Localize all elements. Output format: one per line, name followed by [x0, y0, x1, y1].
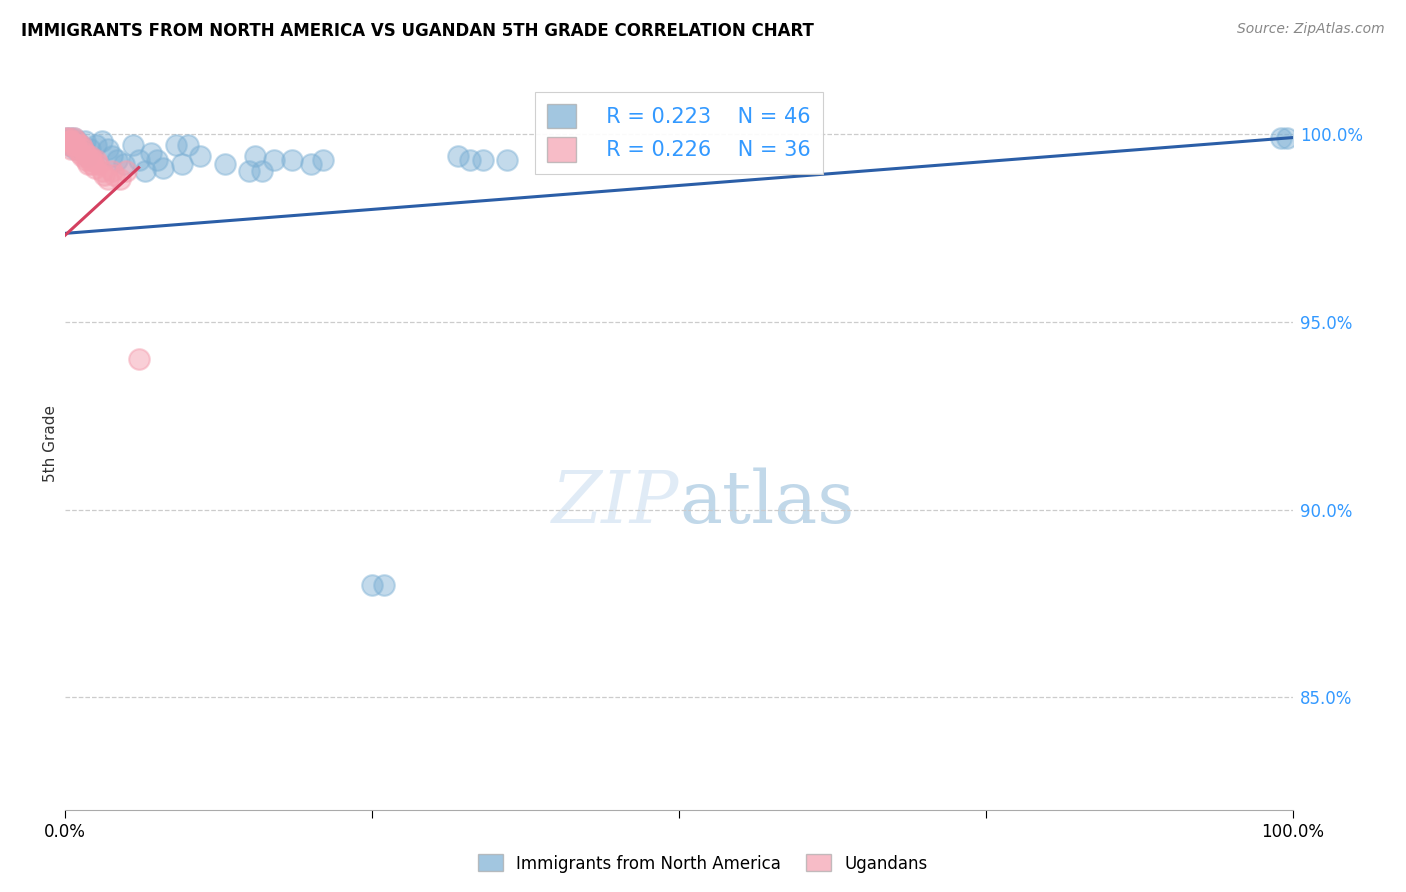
- Point: [103, 168, 125, 182]
- Point: [72, 149, 94, 163]
- Text: atlas: atlas: [679, 467, 855, 538]
- Legend: Immigrants from North America, Ugandans: Immigrants from North America, Ugandans: [471, 847, 935, 880]
- Point: [97, 172, 120, 186]
- Point: [59, 134, 82, 148]
- Point: [238, 164, 260, 178]
- Point: [82, 153, 104, 167]
- Point: [110, 172, 132, 186]
- Point: [112, 157, 135, 171]
- Point: [62, 130, 84, 145]
- Point: [62, 138, 84, 153]
- Point: [66, 134, 89, 148]
- Point: [59, 130, 82, 145]
- Point: [128, 153, 150, 167]
- Point: [72, 142, 94, 156]
- Point: [90, 164, 112, 178]
- Point: [60, 134, 83, 148]
- Point: [1275, 130, 1298, 145]
- Point: [312, 153, 335, 167]
- Legend:   R = 0.223    N = 46,   R = 0.226    N = 36: R = 0.223 N = 46, R = 0.226 N = 36: [534, 92, 824, 174]
- Text: IMMIGRANTS FROM NORTH AMERICA VS UGANDAN 5TH GRADE CORRELATION CHART: IMMIGRANTS FROM NORTH AMERICA VS UGANDAN…: [21, 22, 814, 40]
- Point: [56, 134, 79, 148]
- Point: [128, 352, 150, 367]
- Point: [80, 153, 103, 167]
- Point: [75, 153, 97, 167]
- Point: [263, 153, 285, 167]
- Point: [281, 153, 304, 167]
- Point: [63, 142, 86, 156]
- Point: [69, 145, 91, 160]
- Point: [67, 138, 90, 153]
- Point: [93, 168, 115, 182]
- Point: [77, 157, 100, 171]
- Y-axis label: 5th Grade: 5th Grade: [44, 405, 58, 483]
- Point: [79, 142, 101, 156]
- Point: [146, 153, 169, 167]
- Point: [84, 153, 107, 167]
- Point: [69, 138, 91, 153]
- Text: ZIP: ZIP: [551, 467, 679, 538]
- Point: [458, 153, 481, 167]
- Point: [214, 157, 236, 171]
- Point: [100, 164, 122, 178]
- Point: [55, 130, 77, 145]
- Point: [245, 149, 267, 163]
- Point: [250, 164, 273, 178]
- Point: [90, 134, 112, 148]
- Point: [60, 134, 83, 148]
- Point: [83, 161, 105, 175]
- Point: [97, 142, 120, 156]
- Point: [63, 138, 86, 153]
- Point: [84, 138, 107, 153]
- Point: [496, 153, 519, 167]
- Point: [373, 577, 395, 591]
- Point: [76, 149, 98, 163]
- Point: [58, 130, 80, 145]
- Point: [55, 130, 77, 145]
- Text: Source: ZipAtlas.com: Source: ZipAtlas.com: [1237, 22, 1385, 37]
- Point: [62, 138, 84, 153]
- Point: [58, 138, 80, 153]
- Point: [139, 145, 162, 160]
- Point: [72, 142, 94, 156]
- Point: [165, 138, 187, 153]
- Point: [299, 157, 322, 171]
- Point: [56, 134, 79, 148]
- Point: [170, 157, 193, 171]
- Point: [447, 149, 470, 163]
- Point: [76, 149, 98, 163]
- Point: [134, 164, 156, 178]
- Point: [58, 138, 80, 153]
- Point: [65, 134, 87, 148]
- Point: [1270, 130, 1292, 145]
- Point: [80, 157, 103, 171]
- Point: [70, 138, 93, 153]
- Point: [121, 138, 143, 153]
- Point: [152, 161, 174, 175]
- Point: [105, 153, 128, 167]
- Point: [100, 149, 122, 163]
- Point: [60, 142, 83, 156]
- Point: [73, 134, 96, 148]
- Point: [471, 153, 494, 167]
- Point: [177, 138, 200, 153]
- Point: [87, 157, 110, 171]
- Point: [62, 130, 84, 145]
- Point: [73, 145, 96, 160]
- Point: [361, 577, 384, 591]
- Point: [79, 149, 101, 163]
- Point: [188, 149, 211, 163]
- Point: [115, 164, 138, 178]
- Point: [66, 142, 89, 156]
